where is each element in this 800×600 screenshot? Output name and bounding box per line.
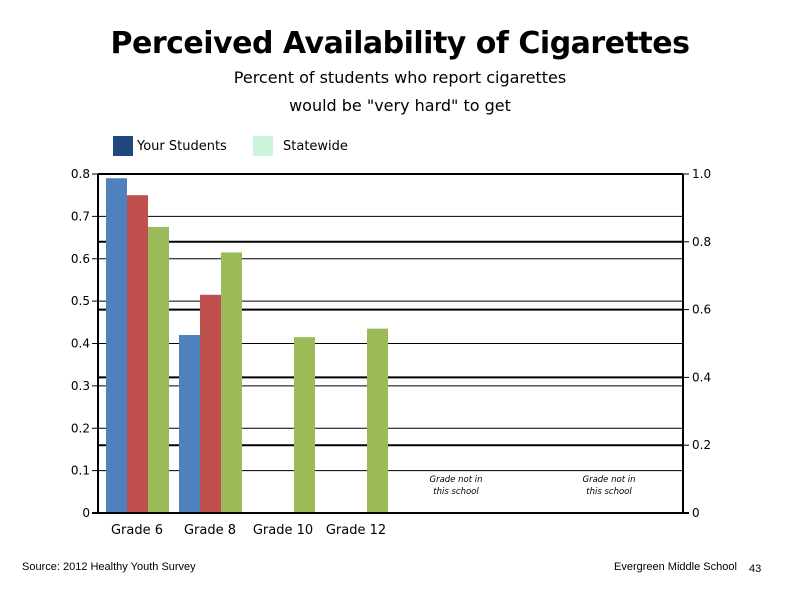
x-tick-label: Grade 6 bbox=[111, 523, 163, 538]
x-tick-label: Grade 10 bbox=[253, 523, 313, 538]
bar bbox=[200, 294, 221, 513]
right-tick-label: 0.8 bbox=[692, 235, 711, 249]
chart-subtitle-line-1: Percent of students who report cigarette… bbox=[233, 68, 567, 87]
left-tick-label: 0.6 bbox=[71, 252, 90, 266]
left-tick-label: 0.4 bbox=[71, 337, 90, 351]
school-name: Evergreen Middle School bbox=[614, 561, 737, 573]
page-number: 43 bbox=[749, 563, 762, 575]
left-tick-label: 0.5 bbox=[71, 294, 90, 308]
right-tick-label: 0 bbox=[692, 506, 700, 520]
source-note: Source: 2012 Healthy Youth Survey bbox=[22, 561, 196, 573]
bar bbox=[106, 178, 127, 514]
legend-swatch-your-students bbox=[113, 136, 133, 156]
x-tick-label: Grade 12 bbox=[326, 523, 386, 538]
bar bbox=[179, 335, 200, 513]
left-tick-label: 0.7 bbox=[71, 209, 90, 223]
left-tick-label: 0.3 bbox=[71, 379, 90, 393]
chart-title: Perceived Availability of Cigarettes bbox=[110, 26, 690, 61]
right-tick-label: 0.6 bbox=[692, 303, 711, 317]
right-tick-label: 1.0 bbox=[692, 167, 711, 181]
legend-item-your-students: Your Students bbox=[113, 135, 227, 157]
grade-note-line-1: Grade not in bbox=[430, 475, 483, 485]
bar bbox=[127, 195, 148, 513]
legend-label-your-students: Your Students bbox=[137, 138, 227, 154]
bar bbox=[367, 328, 388, 513]
x-tick-label: Grade 8 bbox=[184, 523, 236, 538]
bar bbox=[221, 252, 242, 514]
grade-note-line-2: this school bbox=[586, 487, 632, 497]
grade-note-line-1: Grade not in bbox=[583, 475, 636, 485]
bar bbox=[148, 226, 169, 513]
right-tick-label: 0.4 bbox=[692, 370, 711, 384]
left-tick-label: 0.8 bbox=[71, 167, 90, 181]
left-tick-label: 0.1 bbox=[71, 464, 90, 478]
right-tick-label: 0.2 bbox=[692, 438, 711, 452]
left-tick-label: 0 bbox=[82, 506, 90, 520]
legend-label-statewide: Statewide bbox=[283, 138, 348, 154]
chart-subtitle-line-2: would be "very hard" to get bbox=[289, 96, 511, 115]
left-tick-label: 0.2 bbox=[71, 421, 90, 435]
legend-swatch-statewide bbox=[253, 136, 273, 156]
grade-note-line-2: this school bbox=[433, 487, 479, 497]
bar bbox=[294, 337, 315, 513]
legend-item-statewide: Statewide bbox=[253, 135, 348, 157]
